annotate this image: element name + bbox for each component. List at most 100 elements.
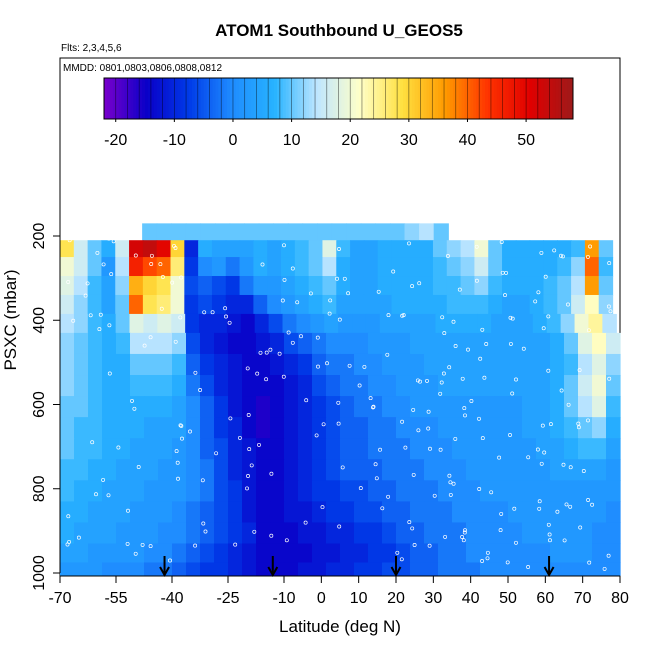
colorbar-segment: [180, 78, 184, 119]
sample-point: [480, 327, 485, 332]
sample-point: [542, 450, 547, 455]
heatmap-cell-17-3: [102, 562, 117, 576]
sample-point: [249, 463, 254, 468]
sample-point: [179, 423, 184, 428]
heatmap-cell-2-6: [142, 257, 158, 277]
heatmap-cell-7-14: [256, 353, 271, 376]
heatmap-cell-4-15: [267, 294, 282, 315]
colorbar-segment: [142, 78, 146, 119]
sample-point: [448, 492, 453, 497]
heatmap-cell-16-9: [186, 543, 201, 564]
heatmap-cell-6-32: [508, 332, 523, 355]
sample-point: [71, 318, 76, 323]
sample-point: [586, 418, 590, 423]
heatmap-cell-2-10: [198, 257, 213, 277]
heatmap-cell-12-18: [312, 459, 327, 481]
heatmap-cell-1-14: [253, 240, 268, 258]
heatmap-cell-2-19: [322, 257, 337, 277]
sample-point: [281, 374, 286, 379]
sample-point: [480, 436, 485, 441]
heatmap-cell-7-9: [186, 353, 201, 376]
heatmap-cell-17-14: [256, 562, 271, 576]
sample-point: [357, 383, 362, 388]
colorbar-segment: [446, 78, 451, 119]
colorbar-segment: [520, 78, 524, 119]
heatmap-cell-13-10: [200, 480, 215, 502]
heatmap-cell-9-29: [466, 396, 481, 418]
colorbar-segment: [306, 78, 310, 119]
colorbar-segment: [505, 78, 510, 119]
heatmap-cell-17-25: [410, 562, 425, 576]
heatmap-cell-6-23: [382, 332, 397, 355]
colorbar: -20 -10 0 10 20 30 40 50: [103, 77, 574, 149]
heatmap-cell-7-22: [368, 353, 383, 376]
heatmap-cell-5-5: [129, 313, 145, 334]
heatmap-cell-6-21: [354, 332, 369, 355]
heatmap-cell-17-20: [340, 562, 355, 576]
colorbar-segment: [332, 78, 337, 119]
heatmap-cell-15-33: [522, 522, 537, 545]
heatmap-cell-11-1: [74, 438, 89, 460]
heatmap-cell-1-20: [336, 240, 351, 258]
sample-point: [304, 398, 309, 403]
heatmap-cell-0-11: [302, 223, 318, 241]
heatmap-cell-12-9: [186, 459, 201, 481]
heatmap-cell-16-36: [564, 543, 579, 564]
sample-point: [101, 477, 106, 482]
sample-point: [489, 490, 494, 495]
colorbar-segment: [508, 78, 512, 119]
heatmap-cell-10-13: [242, 417, 257, 439]
heatmap-cell-4-11: [211, 294, 227, 315]
sample-point: [85, 281, 90, 286]
heatmap-cell-11-15: [270, 438, 285, 460]
heatmap-cell-15-32: [508, 522, 523, 545]
sample-point: [149, 262, 154, 266]
colorbar-segment: [570, 78, 574, 119]
sample-point: [107, 371, 112, 376]
heatmap-cell-14-26: [424, 501, 439, 524]
heatmap-cell-10-0: [60, 417, 75, 439]
colorbar-segment: [531, 78, 536, 119]
heatmap-cell-8-22: [368, 375, 383, 397]
heatmap-cell-1-25: [405, 240, 420, 258]
colorbar-segment: [394, 78, 398, 119]
heatmap-cell-12-22: [368, 459, 383, 481]
sample-point: [116, 445, 121, 450]
heatmap-cell-6-36: [564, 332, 579, 355]
heatmap-cell-5-27: [435, 313, 450, 334]
colorbar-segment: [124, 78, 128, 119]
heatmap-cell-13-9: [186, 480, 201, 502]
x-tick-label-0: -70: [48, 590, 71, 607]
heatmap-cell-6-6: [144, 332, 159, 355]
heatmap-cell-9-32: [508, 396, 523, 418]
heatmap-cell-6-20: [340, 332, 355, 355]
colorbar-segment: [438, 78, 442, 119]
heatmap-cell-17-13: [242, 562, 257, 576]
colorbar-segment: [426, 78, 430, 119]
heatmap-cell-9-21: [354, 396, 369, 418]
heatmap-cell-14-9: [186, 501, 201, 524]
colorbar-segment: [115, 78, 120, 119]
colorbar-segment: [256, 78, 260, 119]
sample-point: [159, 306, 164, 311]
heatmap-cell-14-23: [382, 501, 397, 524]
heatmap-cell-0-9: [273, 223, 289, 241]
sample-point: [560, 254, 565, 259]
heatmap-cell-5-10: [199, 313, 214, 334]
heatmap-cell-4-31: [488, 294, 503, 315]
sample-point: [198, 388, 203, 392]
heatmap-cell-11-10: [200, 438, 215, 460]
colorbar-segment: [526, 78, 530, 119]
sample-point: [280, 298, 285, 303]
heatmap-cell-11-9: [186, 438, 201, 460]
heatmap-cell-5-26: [421, 313, 437, 334]
heatmap-cell-10-18: [312, 417, 327, 439]
sample-point: [439, 380, 444, 385]
sample-point: [203, 529, 208, 534]
heatmap-cell-16-2: [88, 543, 103, 564]
heatmap-cell-11-12: [228, 438, 243, 460]
heatmap-cell-13-21: [354, 480, 369, 502]
colorbar-segment: [106, 78, 111, 119]
heatmap-cell-5-20: [338, 313, 353, 334]
heatmap-cell-9-0: [60, 396, 75, 418]
